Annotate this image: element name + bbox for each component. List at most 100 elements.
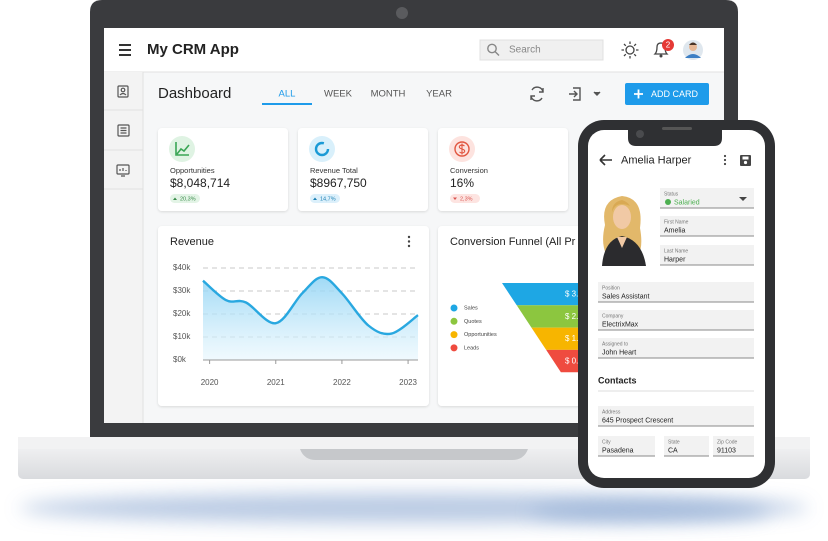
- phone-menu-part[interactable]: [723, 154, 727, 158]
- field-label: City: [602, 439, 611, 445]
- form-field[interactable]: Position Sales Assistant: [598, 282, 754, 303]
- back-button[interactable]: [599, 154, 612, 166]
- field-bg: [598, 436, 655, 456]
- kpi-label: Opportunities: [170, 166, 215, 175]
- kpi-change: 20,3%: [180, 196, 196, 202]
- add-card-button-part[interactable]: [634, 89, 643, 99]
- sidebar-contacts[interactable]: [117, 85, 129, 98]
- phone: Amelia Harper Status Salaried First Name Am…: [578, 120, 775, 488]
- phone-menu[interactable]: [723, 154, 727, 166]
- y-tick-label: $40k: [173, 263, 191, 272]
- tab[interactable]: YEAR: [426, 89, 452, 100]
- card-menu-part[interactable]: [407, 244, 411, 248]
- add-card-button[interactable]: ADD CARD: [625, 83, 709, 105]
- y-tick-label: $0k: [173, 355, 187, 364]
- export-button-part[interactable]: [573, 87, 581, 101]
- kpi-badge: [170, 194, 200, 203]
- kpi-icon: [454, 141, 470, 157]
- search-box-part[interactable]: [494, 51, 500, 56]
- search-placeholder[interactable]: Search: [509, 45, 541, 56]
- field-label: Assigned to: [602, 341, 628, 347]
- sidebar-tasks-part[interactable]: [117, 124, 130, 137]
- sidebar-dashboard[interactable]: [116, 164, 130, 177]
- export-button-part[interactable]: [593, 91, 601, 96]
- theme-toggle[interactable]: [621, 41, 639, 59]
- avatar[interactable]: [683, 40, 703, 60]
- sidebar: [104, 72, 144, 423]
- notifications-part[interactable]: [662, 39, 674, 51]
- line: [202, 275, 419, 336]
- search-box-part[interactable]: [479, 39, 604, 61]
- legend-label: Sales: [464, 305, 478, 311]
- search-box[interactable]: Search: [479, 39, 604, 61]
- refresh-button[interactable]: [530, 86, 544, 102]
- sidebar-dashboard-part[interactable]: [116, 164, 130, 175]
- field-bg: [713, 436, 754, 456]
- refresh-button-part[interactable]: [530, 88, 544, 100]
- notifications[interactable]: 2: [653, 39, 674, 58]
- app-title: My CRM App: [147, 41, 239, 58]
- card-menu[interactable]: [407, 235, 411, 248]
- phone-app-bar: Amelia Harper: [599, 154, 751, 166]
- contact-fields: Status Salaried First Name Amelia Last Name H…: [598, 188, 754, 457]
- form-field[interactable]: Address 645 Prospect Crescent: [598, 406, 754, 427]
- kpi-value: $8,048,714: [170, 176, 230, 190]
- tab[interactable]: WEEK: [324, 89, 353, 100]
- tab[interactable]: MONTH: [371, 89, 406, 100]
- field-value: 91103: [717, 447, 736, 454]
- status-dot: [665, 199, 671, 205]
- sidebar-tasks[interactable]: [117, 124, 130, 137]
- sidebar-contacts-part[interactable]: [120, 87, 126, 93]
- card-menu-part[interactable]: [407, 240, 411, 243]
- notification-count[interactable]: 2: [666, 41, 671, 50]
- phone-part: [636, 130, 644, 138]
- search-box-part[interactable]: [487, 43, 497, 54]
- form-field[interactable]: Zip Code 91103: [713, 436, 754, 457]
- phone-menu-part[interactable]: [723, 158, 727, 162]
- add-card-label[interactable]: ADD CARD: [651, 89, 699, 99]
- y-tick-label: $10k: [173, 332, 191, 341]
- field-value: Harper: [664, 256, 686, 263]
- add-card-button-part[interactable]: [625, 83, 709, 105]
- theme-toggle-part[interactable]: [621, 41, 639, 59]
- funnel-title: Conversion Funnel (All Pr: [450, 236, 576, 248]
- form-field[interactable]: State CA: [664, 436, 709, 457]
- save-button-part[interactable]: [743, 160, 748, 165]
- x-tick-label: 2020: [201, 378, 219, 387]
- sidebar-tasks-part[interactable]: [120, 127, 127, 134]
- notifications-part[interactable]: [653, 42, 669, 55]
- form-field[interactable]: Last Name Harper: [660, 245, 754, 266]
- menu-button[interactable]: [119, 44, 131, 56]
- card-menu-part[interactable]: [407, 235, 411, 239]
- phone-menu-part[interactable]: [723, 162, 727, 166]
- export-button-part[interactable]: [569, 90, 578, 98]
- dropdown-arrow: [739, 197, 747, 201]
- shadow: [19, 493, 809, 523]
- laptop-bezel-part: [396, 7, 408, 19]
- sidebar-dashboard-part[interactable]: [119, 168, 127, 177]
- save-button[interactable]: [740, 155, 751, 166]
- field-bg: [598, 338, 754, 358]
- kpi-change: 2,3%: [460, 196, 473, 202]
- funnel-label: $ 0.: [565, 357, 578, 366]
- form-field[interactable]: Status Salaried: [660, 188, 754, 209]
- sidebar-contacts-part[interactable]: [117, 85, 129, 98]
- notifications-part[interactable]: [659, 54, 663, 58]
- field-value: Sales Assistant: [602, 293, 650, 300]
- x-tick-label: 2021: [267, 378, 285, 387]
- save-button-part[interactable]: [742, 156, 749, 160]
- funnel-label: $ 3.: [565, 290, 578, 299]
- kpi-icon: [175, 142, 190, 156]
- form-field[interactable]: First Name Amelia: [660, 216, 754, 237]
- tab[interactable]: ALL: [279, 89, 296, 100]
- field-bg: [598, 282, 754, 302]
- form-field[interactable]: Company ElectrixMax: [598, 310, 754, 331]
- theme-toggle-part[interactable]: [625, 45, 635, 55]
- export-button[interactable]: [569, 87, 601, 101]
- field-value: Amelia: [664, 227, 686, 234]
- form-field[interactable]: Assigned to John Heart: [598, 338, 754, 359]
- avatar-part[interactable]: [685, 54, 701, 58]
- avatar-part[interactable]: [689, 42, 697, 46]
- form-field[interactable]: City Pasadena: [598, 436, 655, 457]
- sidebar-contacts-part[interactable]: [119, 92, 127, 96]
